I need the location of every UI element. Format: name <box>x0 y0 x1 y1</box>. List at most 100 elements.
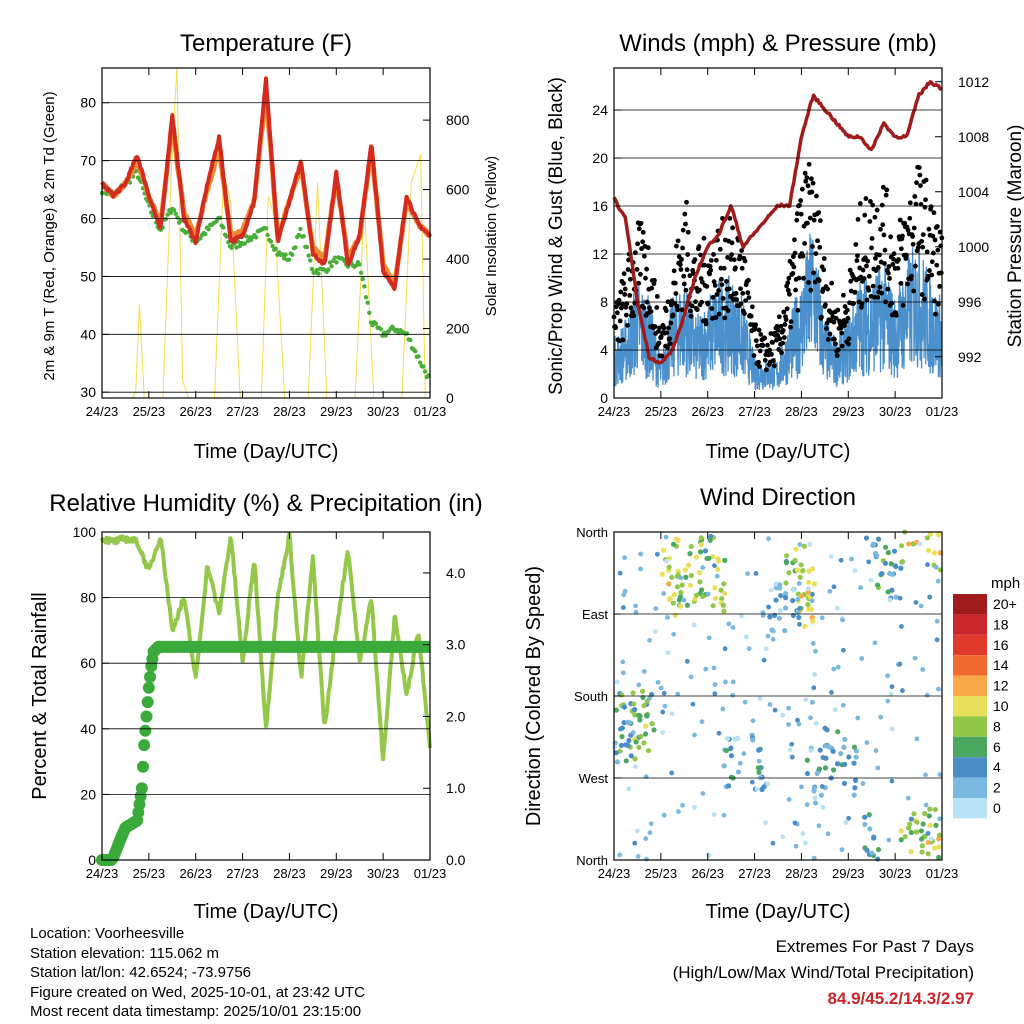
direction-point <box>825 831 831 837</box>
gust-point <box>786 275 792 281</box>
gust-point <box>722 315 728 321</box>
gust-point <box>871 294 877 300</box>
gust-point <box>639 246 644 252</box>
gust-point <box>738 286 743 292</box>
direction-point <box>715 566 721 572</box>
direction-point <box>808 715 813 721</box>
plot-frame <box>613 67 943 399</box>
direction-point <box>638 733 644 740</box>
direction-point <box>873 748 879 754</box>
gust-point <box>911 288 917 294</box>
gust-point <box>838 325 844 331</box>
direction-point <box>811 855 817 861</box>
x-tick-label: 01/23 <box>926 404 959 419</box>
direction-point <box>693 592 700 598</box>
gust-point <box>745 290 751 296</box>
y-tick-label: 30 <box>80 384 96 400</box>
gust-point <box>775 332 781 338</box>
y-tick-label: East <box>582 607 608 622</box>
gust-point <box>882 247 888 253</box>
legend-label: 6 <box>993 739 1001 755</box>
gust-point <box>896 257 901 262</box>
direction-point <box>633 764 638 769</box>
gust-point <box>934 224 940 229</box>
direction-point <box>882 544 889 550</box>
direction-point <box>862 821 868 828</box>
direction-point <box>771 612 778 619</box>
direction-point <box>893 563 899 570</box>
dewpoint-point <box>178 218 183 223</box>
gust-point <box>926 226 932 232</box>
gust-point <box>729 240 735 246</box>
gust-point <box>852 289 858 295</box>
direction-point <box>831 666 837 672</box>
legend-title: mph <box>991 575 1020 592</box>
x-tick-label: 29/23 <box>832 404 865 419</box>
direction-point <box>718 587 724 593</box>
humidity-xlabel: Time (Day/UTC) <box>194 901 339 923</box>
legend-swatch <box>953 594 987 615</box>
direction-point <box>754 786 760 792</box>
direction-point <box>677 594 684 600</box>
direction-point <box>697 549 704 555</box>
gust-point <box>863 196 869 201</box>
y-tick-label: 16 <box>592 198 608 214</box>
gust-point <box>902 220 908 226</box>
dewpoint-point <box>290 252 295 257</box>
direction-point <box>671 631 677 637</box>
figure-created: Figure created on Wed, 2025-10-01, at 23… <box>30 983 365 1001</box>
direction-point <box>643 774 649 780</box>
direction-point <box>805 579 812 585</box>
direction-point <box>797 621 802 627</box>
direction-point <box>923 802 929 808</box>
gust-point <box>674 303 680 309</box>
x-tick-label: 24/23 <box>86 404 119 419</box>
direction-point <box>723 747 730 754</box>
direction-point <box>711 665 717 671</box>
direction-point <box>783 560 790 566</box>
direction-point <box>690 701 696 707</box>
direction-point <box>721 608 727 614</box>
gust-point <box>731 257 737 263</box>
direction-point <box>643 712 650 718</box>
direction-point <box>809 598 815 604</box>
gust-point <box>816 210 822 216</box>
direction-point <box>783 553 790 559</box>
direction-point <box>796 614 802 621</box>
gust-point <box>765 342 770 348</box>
gust-point <box>833 341 838 347</box>
legend-swatch <box>953 757 987 778</box>
direction-point <box>920 667 926 672</box>
legend-label: 10 <box>993 698 1009 714</box>
direction-point <box>641 669 647 674</box>
gust-point <box>711 279 717 285</box>
gust-point <box>869 236 875 241</box>
gust-point <box>780 340 786 346</box>
gust-point <box>903 252 909 258</box>
direction-point <box>698 535 704 541</box>
direction-point <box>728 745 734 751</box>
direction-point <box>647 637 653 643</box>
direction-point <box>841 780 848 786</box>
gust-point <box>711 252 716 257</box>
gust-point <box>713 315 719 320</box>
direction-point <box>898 543 905 549</box>
direction-point <box>887 597 893 603</box>
direction-point <box>633 739 639 745</box>
direction-xlabel: Time (Day/UTC) <box>706 901 851 923</box>
direction-point <box>708 533 714 539</box>
dewpoint-point <box>265 232 270 238</box>
dewpoint-point <box>286 257 292 262</box>
direction-point <box>840 702 846 708</box>
direction-point <box>681 597 687 603</box>
direction-point <box>635 854 641 859</box>
direction-point <box>813 648 818 654</box>
direction-point <box>777 582 783 588</box>
direction-point <box>846 754 852 760</box>
direction-point <box>803 697 809 703</box>
gust-point <box>824 326 829 331</box>
gust-point <box>935 247 941 253</box>
direction-point <box>712 682 718 687</box>
rainfall-point <box>139 724 152 737</box>
